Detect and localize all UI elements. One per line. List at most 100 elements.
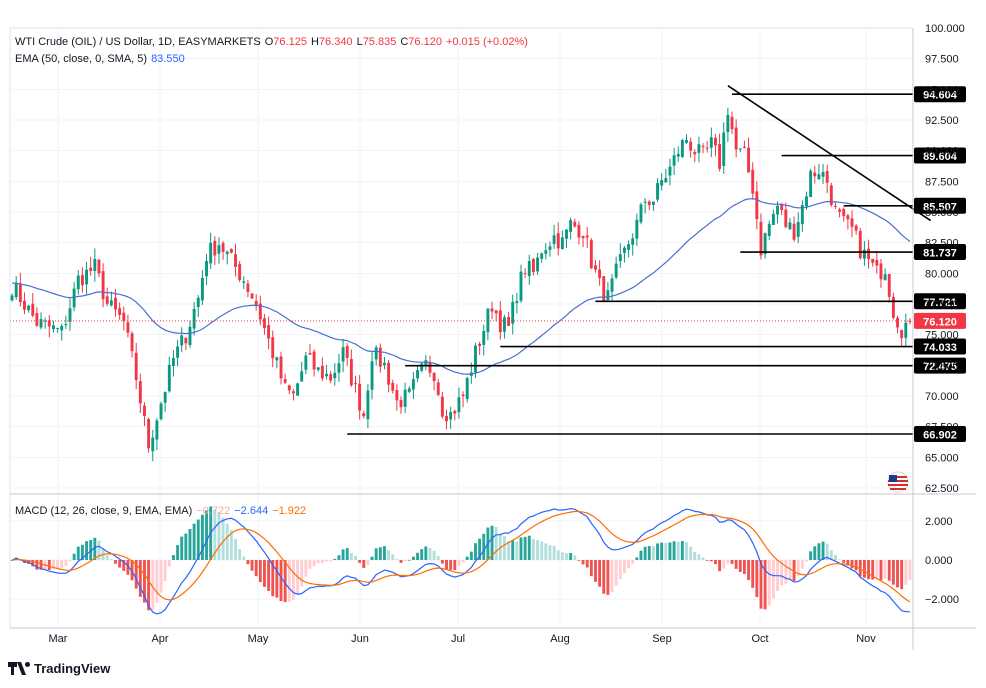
candle[interactable] xyxy=(581,235,585,248)
candle[interactable] xyxy=(184,337,188,351)
candle[interactable] xyxy=(502,314,506,339)
candle[interactable] xyxy=(767,220,771,241)
candle[interactable] xyxy=(449,406,453,429)
candle[interactable] xyxy=(39,312,43,330)
candle[interactable] xyxy=(267,316,271,350)
candle[interactable] xyxy=(337,353,341,382)
candle[interactable] xyxy=(722,122,726,174)
candle[interactable] xyxy=(796,212,800,243)
candle[interactable] xyxy=(887,273,891,303)
candle[interactable] xyxy=(552,224,556,249)
candle[interactable] xyxy=(163,391,167,412)
candle[interactable] xyxy=(105,287,109,307)
candle[interactable] xyxy=(167,356,171,393)
candle[interactable] xyxy=(143,402,146,427)
candle[interactable] xyxy=(589,238,593,269)
candle[interactable] xyxy=(341,338,345,373)
candle[interactable] xyxy=(263,314,266,335)
candle[interactable] xyxy=(234,243,237,277)
candle[interactable] xyxy=(474,342,477,379)
candle[interactable] xyxy=(602,275,606,303)
candle[interactable] xyxy=(693,149,697,163)
candle[interactable] xyxy=(287,384,291,395)
candle[interactable] xyxy=(875,252,879,274)
candle[interactable] xyxy=(457,387,461,419)
candle[interactable] xyxy=(548,241,552,257)
candle[interactable] xyxy=(387,360,391,393)
candle[interactable] xyxy=(556,222,560,256)
candle[interactable] xyxy=(250,292,254,299)
candle[interactable] xyxy=(858,227,862,260)
candle[interactable] xyxy=(138,373,142,414)
candle[interactable] xyxy=(76,270,80,295)
candle[interactable] xyxy=(494,309,498,322)
candle[interactable] xyxy=(329,370,333,384)
candle[interactable] xyxy=(333,363,337,386)
candle[interactable] xyxy=(221,241,225,260)
candle[interactable] xyxy=(734,119,738,158)
macd-pane[interactable] xyxy=(10,506,912,615)
candle[interactable] xyxy=(109,291,113,307)
candle[interactable] xyxy=(51,320,55,333)
candle[interactable] xyxy=(176,340,180,367)
candle[interactable] xyxy=(606,282,610,302)
candle[interactable] xyxy=(213,236,217,266)
candle[interactable] xyxy=(391,379,395,394)
candle[interactable] xyxy=(747,137,751,173)
trendline[interactable] xyxy=(727,84,932,222)
candle[interactable] xyxy=(523,268,527,279)
candle[interactable] xyxy=(676,146,680,162)
candle[interactable] xyxy=(565,229,568,248)
candle[interactable] xyxy=(755,181,759,230)
candle[interactable] xyxy=(35,307,39,328)
candle[interactable] xyxy=(511,294,515,335)
candle[interactable] xyxy=(465,376,469,403)
candle[interactable] xyxy=(134,342,138,390)
candle[interactable] xyxy=(43,317,47,329)
candle[interactable] xyxy=(461,391,465,408)
candle[interactable] xyxy=(358,375,362,420)
candle[interactable] xyxy=(242,276,246,289)
candle[interactable] xyxy=(366,384,370,429)
candle[interactable] xyxy=(809,168,813,198)
candle[interactable] xyxy=(763,232,767,259)
candle[interactable] xyxy=(689,137,693,158)
candle[interactable] xyxy=(800,200,804,232)
candle[interactable] xyxy=(436,379,440,397)
candle[interactable] xyxy=(254,294,258,311)
candle[interactable] xyxy=(771,209,775,226)
candle[interactable] xyxy=(631,233,635,256)
candle[interactable] xyxy=(80,267,84,293)
candle[interactable] xyxy=(515,292,519,314)
candle[interactable] xyxy=(862,241,866,266)
candle[interactable] xyxy=(585,227,589,249)
candle[interactable] xyxy=(838,207,842,218)
candle[interactable] xyxy=(271,330,275,368)
candle[interactable] xyxy=(399,396,403,414)
candle[interactable] xyxy=(275,356,279,369)
candle[interactable] xyxy=(304,351,308,375)
candle[interactable] xyxy=(345,342,349,366)
candle[interactable] xyxy=(639,202,643,225)
candle[interactable] xyxy=(697,136,701,163)
candle[interactable] xyxy=(854,224,858,235)
candle[interactable] xyxy=(89,256,93,276)
candle[interactable] xyxy=(18,272,22,307)
candle[interactable] xyxy=(126,314,130,338)
candle[interactable] xyxy=(432,371,436,391)
candle[interactable] xyxy=(325,364,328,380)
candle[interactable] xyxy=(155,418,159,451)
candle[interactable] xyxy=(531,258,535,276)
candle[interactable] xyxy=(440,391,444,419)
candle[interactable] xyxy=(486,308,490,341)
candle[interactable] xyxy=(180,327,184,352)
candle[interactable] xyxy=(730,111,734,135)
candle[interactable] xyxy=(10,293,14,302)
candle[interactable] xyxy=(31,292,35,318)
candle[interactable] xyxy=(701,143,705,154)
candle[interactable] xyxy=(171,350,175,377)
candle[interactable] xyxy=(569,217,573,240)
candle[interactable] xyxy=(151,429,155,462)
candle[interactable] xyxy=(383,357,386,370)
candle[interactable] xyxy=(664,168,668,183)
